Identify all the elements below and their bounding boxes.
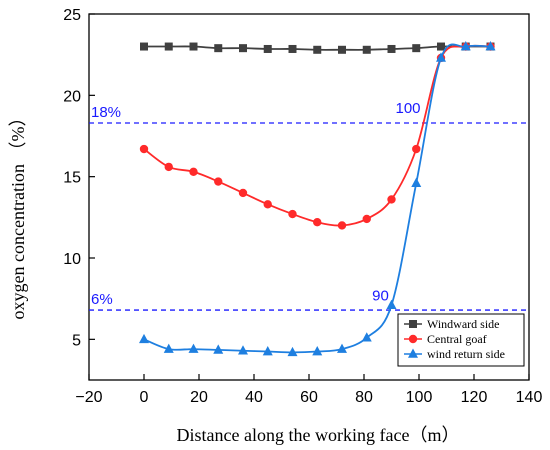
data-point <box>386 299 397 309</box>
data-point <box>313 218 322 227</box>
data-point <box>313 45 322 54</box>
data-point <box>214 177 223 186</box>
reference-line-label: 6% <box>91 291 113 308</box>
data-point <box>460 41 471 51</box>
data-point <box>163 343 174 353</box>
annotation-label: 90 <box>372 287 389 304</box>
series-line <box>143 44 491 227</box>
data-point <box>287 346 298 357</box>
legend-entry-label: wind return side <box>427 347 505 361</box>
data-point <box>140 42 148 51</box>
legend-box <box>397 313 525 367</box>
x-tick-label: 0 <box>140 389 149 406</box>
legend-entry-label: Central goaf <box>427 332 487 346</box>
data-point <box>412 44 421 53</box>
data-point <box>361 332 372 342</box>
data-point <box>189 42 198 51</box>
reference-lines-layer: 18% 6% 100 90 <box>89 100 529 311</box>
y-tick-label: 25 <box>63 7 81 24</box>
data-point <box>213 344 224 354</box>
data-point <box>436 52 446 62</box>
y-tick-label: 10 <box>63 251 81 268</box>
data-point <box>263 44 272 53</box>
data-point <box>337 343 347 353</box>
data-point <box>408 348 418 358</box>
data-point <box>288 209 297 219</box>
axes-layer: −20 0 20 40 60 80 100 120 140 5 10 15 20 25 <box>63 7 542 406</box>
data-point <box>214 44 223 53</box>
data-point <box>337 221 347 230</box>
data-point <box>139 144 149 154</box>
series-layer <box>139 41 496 357</box>
y-tick-label: 20 <box>63 88 81 105</box>
data-point <box>411 177 422 187</box>
x-tick-label: 100 <box>406 389 433 406</box>
x-tick-label: 20 <box>190 389 208 406</box>
data-point <box>238 345 248 355</box>
data-point <box>238 188 248 198</box>
reference-line-label: 18% <box>91 104 121 121</box>
data-point <box>412 144 421 154</box>
legend-entry-label: Windward side <box>427 317 500 331</box>
x-tick-label: 80 <box>355 389 373 406</box>
series-2 <box>139 41 496 357</box>
y-tick-label: 5 <box>72 332 81 349</box>
data-point <box>189 167 198 176</box>
series-line <box>143 43 491 354</box>
x-tick-label: 140 <box>516 389 543 406</box>
data-point <box>362 214 371 224</box>
data-point <box>362 45 371 54</box>
data-point <box>312 346 323 356</box>
x-tick-label: 40 <box>245 389 263 406</box>
x-tick-label: 120 <box>461 389 488 406</box>
data-point <box>387 44 396 53</box>
series-0 <box>140 42 495 54</box>
data-point <box>262 346 273 356</box>
x-tick-label: 60 <box>300 389 318 406</box>
data-point <box>387 195 396 204</box>
data-point <box>164 162 173 172</box>
x-tick-label: −20 <box>75 389 102 406</box>
data-point <box>408 334 418 344</box>
data-point <box>485 41 496 51</box>
data-point <box>409 320 417 328</box>
data-point <box>338 45 346 54</box>
series-1 <box>139 42 495 230</box>
y-tick-label: 15 <box>63 170 81 187</box>
x-axis-title: Distance along the working face（m） <box>177 425 460 445</box>
data-point <box>164 42 173 51</box>
annotation-label: 100 <box>395 100 420 117</box>
data-point <box>437 42 445 51</box>
data-point <box>239 44 247 53</box>
data-point <box>139 333 149 344</box>
data-point <box>263 200 272 209</box>
data-point <box>288 44 297 53</box>
y-axis-title: oxygen concentration （%） <box>8 109 28 320</box>
data-point <box>188 343 199 353</box>
